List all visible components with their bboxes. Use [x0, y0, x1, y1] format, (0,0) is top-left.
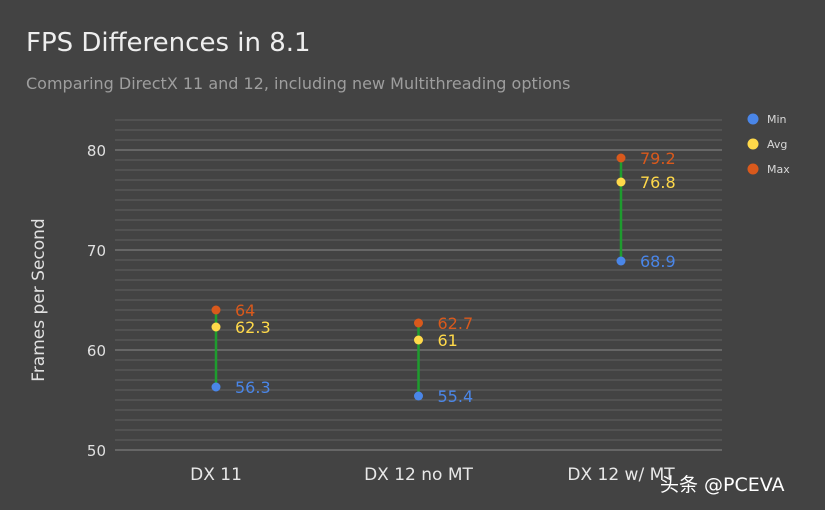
x-tick-label: DX 12 no MT — [364, 465, 473, 485]
watermark: 头条 @PCEVA — [660, 474, 785, 496]
legend-label-avg: Avg — [767, 138, 787, 151]
data-point-min — [414, 391, 423, 401]
y-tick-label: 50 — [87, 442, 106, 460]
data-label-avg: 62.3 — [235, 318, 271, 337]
y-tick-label: 60 — [87, 342, 106, 360]
data-label-min: 55.4 — [438, 387, 474, 406]
data-point-avg — [211, 322, 221, 332]
data-point-max — [616, 153, 626, 163]
legend-marker-min — [747, 113, 759, 125]
legend-label-max: Max — [767, 163, 790, 176]
data-point-max — [211, 305, 221, 315]
x-tick-label: DX 11 — [190, 465, 242, 485]
y-tick-label: 70 — [87, 242, 106, 260]
y-tick-label: 80 — [87, 142, 106, 160]
y-axis-label: Frames per Second — [29, 218, 49, 381]
legend-marker-max — [747, 163, 759, 175]
data-label-min: 68.9 — [640, 252, 676, 271]
data-label-avg: 76.8 — [640, 173, 676, 192]
data-label-avg: 61 — [438, 331, 458, 350]
data-label-max: 64 — [235, 301, 255, 320]
chart-title: FPS Differences in 8.1 — [26, 28, 311, 58]
data-point-max — [414, 318, 423, 328]
x-axis-ticks: DX 11 DX 12 no MT DX 12 w/ MT — [190, 465, 675, 485]
data-point-min — [616, 256, 626, 266]
chart-subtitle: Comparing DirectX 11 and 12, including n… — [26, 74, 571, 93]
data-marks: 56.3 55.4 68.9 62.3 61 76.8 64 62.7 79.2 — [211, 149, 676, 406]
legend-marker-avg — [747, 138, 759, 150]
y-axis-ticks: 50 60 70 80 — [87, 142, 106, 460]
data-point-avg — [616, 177, 626, 187]
data-point-avg — [414, 335, 423, 345]
data-point-min — [211, 382, 221, 392]
data-label-max: 62.7 — [438, 314, 474, 333]
legend: Min Avg Max — [747, 113, 790, 176]
data-label-min: 56.3 — [235, 378, 271, 397]
x-tick-label: DX 12 w/ MT — [567, 465, 675, 485]
data-label-max: 79.2 — [640, 149, 676, 168]
legend-label-min: Min — [767, 113, 787, 126]
